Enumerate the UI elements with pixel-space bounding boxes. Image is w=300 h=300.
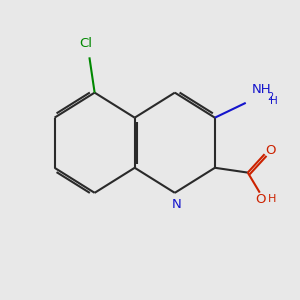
Text: Cl: Cl — [79, 37, 92, 50]
Text: 2: 2 — [267, 92, 273, 102]
Text: H: H — [270, 96, 278, 106]
Text: O: O — [266, 144, 276, 158]
Text: O: O — [255, 194, 266, 206]
Text: NH: NH — [252, 83, 272, 96]
Text: H: H — [268, 194, 276, 204]
Text: N: N — [172, 198, 181, 211]
